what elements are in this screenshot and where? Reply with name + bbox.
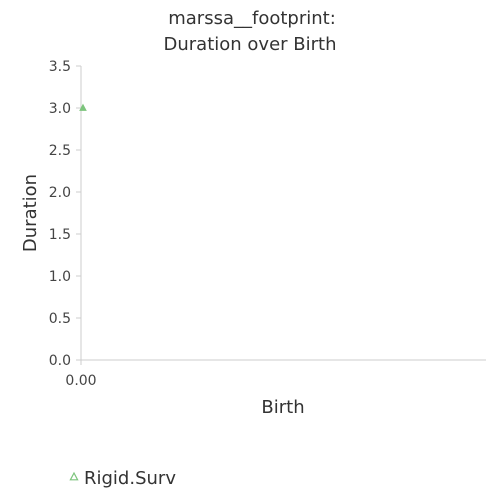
- y-tick-label: 2.0: [49, 185, 71, 201]
- chart-title-line-2: Duration over Birth: [164, 34, 337, 55]
- chart-title-line-1: marssa__footprint:: [168, 8, 336, 29]
- x-tick-label: 0.00: [65, 373, 96, 389]
- plot-area: 0.0 0.5 1.0 1.5 2.0 2.5 3.0 3.5 0.00: [49, 59, 486, 389]
- legend-label: Rigid.Surv: [84, 468, 176, 489]
- chart-title: marssa__footprint: Duration over Birth: [164, 8, 337, 55]
- x-axis-ticks: 0.00: [65, 360, 97, 389]
- y-tick-label: 1.0: [49, 269, 71, 285]
- y-tick-label: 0.0: [49, 353, 71, 369]
- data-point: [79, 103, 87, 111]
- y-tick-label: 0.5: [49, 311, 71, 327]
- x-axis-title: Birth: [261, 397, 304, 418]
- y-tick-label: 2.5: [49, 143, 71, 159]
- data-points: [79, 103, 87, 111]
- legend: Rigid.Surv: [69, 468, 176, 489]
- y-tick-label: 3.0: [49, 101, 71, 117]
- y-axis-ticks: 0.0 0.5 1.0 1.5 2.0 2.5 3.0 3.5: [49, 59, 81, 369]
- y-tick-label: 1.5: [49, 227, 71, 243]
- y-tick-label: 3.5: [49, 59, 71, 75]
- legend-marker: [69, 471, 79, 481]
- y-axis-title: Duration: [20, 174, 41, 252]
